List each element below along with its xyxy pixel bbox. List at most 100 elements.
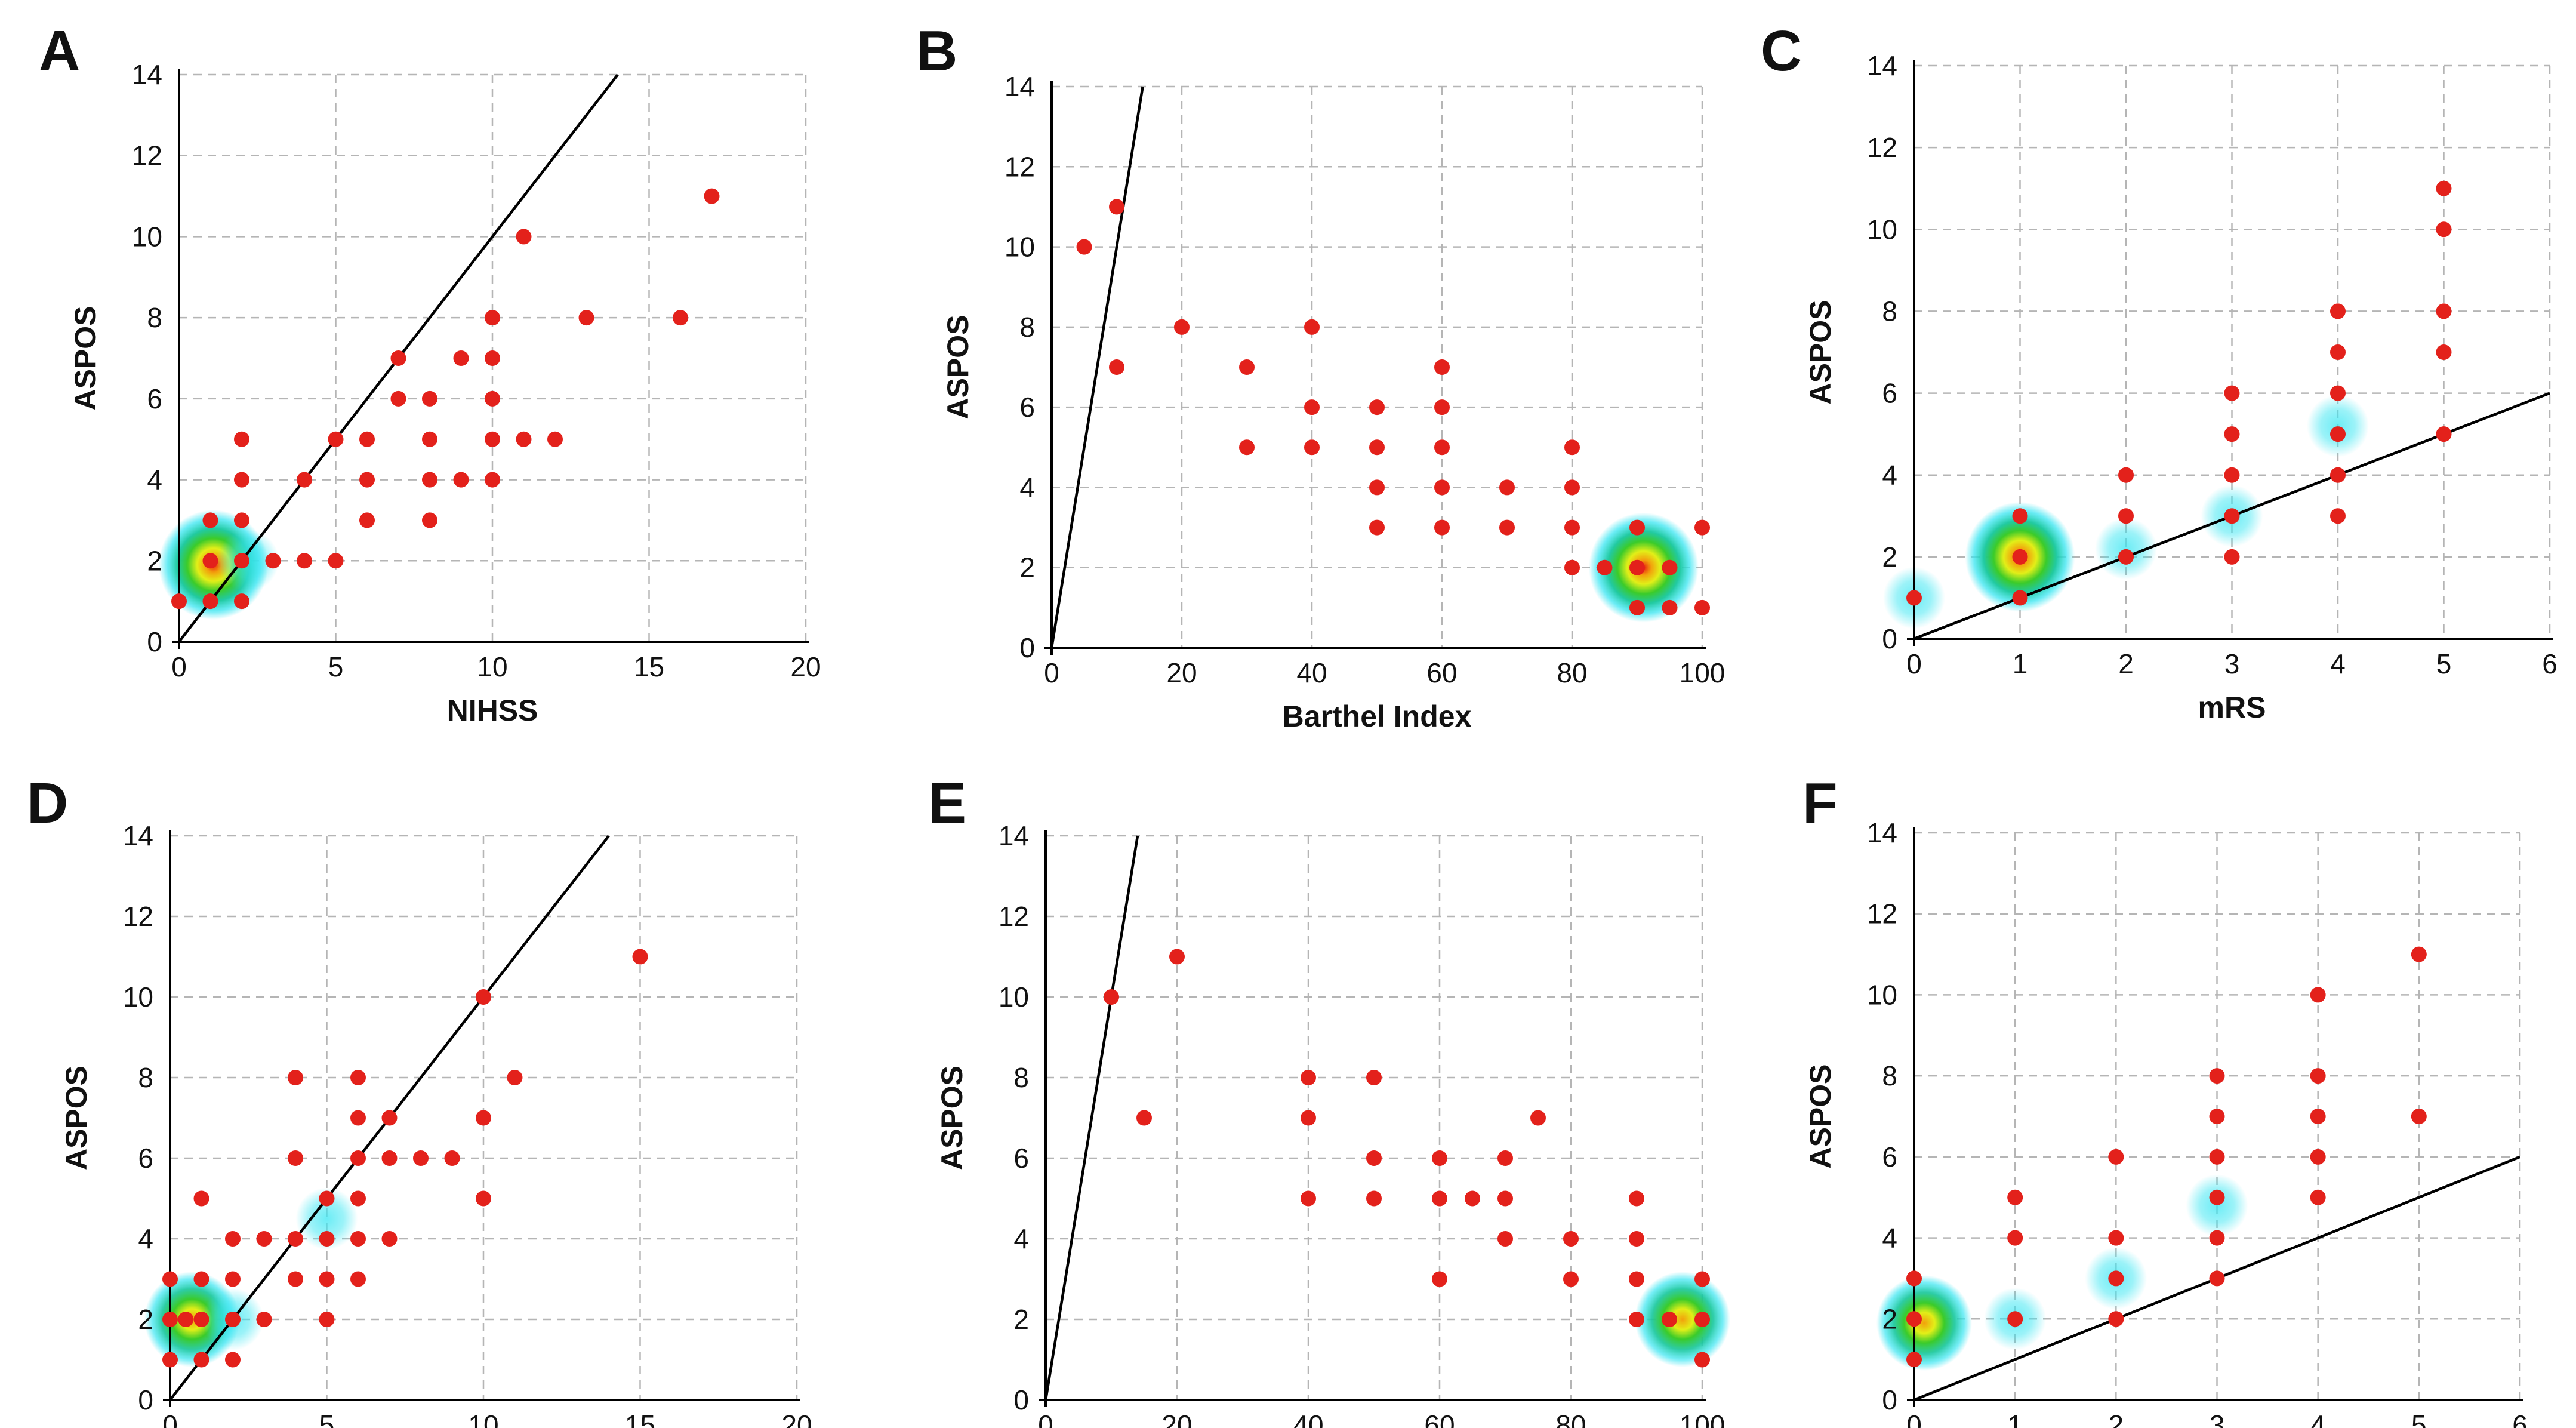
y-tick-label: 6 [1882, 1141, 1897, 1172]
scatter-point [2330, 426, 2346, 442]
y-tick-label: 14 [999, 820, 1029, 851]
x-tick-label: 0 [162, 1409, 178, 1428]
x-tick-label: 4 [2330, 648, 2346, 679]
y-tick-label: 14 [123, 820, 153, 851]
y-tick-label: 14 [1867, 817, 1897, 848]
x-tick-label: 15 [634, 651, 664, 682]
scatter-point [2310, 1068, 2326, 1084]
y-tick-label: 8 [138, 1062, 153, 1093]
scatter-point [485, 472, 500, 488]
density-cluster [2307, 395, 2369, 457]
y-tick-label: 10 [1867, 214, 1897, 245]
x-axis-title: Barthel Index [1283, 700, 1472, 733]
scatter-point [350, 1231, 366, 1247]
scatter-point [1076, 239, 1092, 255]
scatter-point [1497, 1150, 1513, 1166]
scatter-point [1564, 559, 1580, 575]
scatter-point [1434, 439, 1450, 456]
scatter-point [1530, 1110, 1546, 1126]
scatter-point [225, 1271, 241, 1287]
y-tick-label: 4 [147, 464, 162, 496]
scatter-point [350, 1190, 366, 1207]
scatter-point [193, 1190, 209, 1207]
x-tick-label: 20 [1166, 657, 1197, 688]
scatter-point [1109, 199, 1124, 215]
x-tick-label: 20 [790, 651, 821, 682]
scatter-point [2310, 1149, 2326, 1165]
scatter-point [1301, 1110, 1316, 1126]
scatter-point [178, 1312, 194, 1327]
y-tick-label: 0 [138, 1384, 153, 1415]
scatter-point [444, 1150, 460, 1166]
scatter-point [2330, 467, 2346, 483]
scatter-point [1629, 1190, 1644, 1207]
x-tick-label: 10 [468, 1409, 498, 1428]
y-tick-label: 8 [1019, 312, 1035, 343]
scatter-point [476, 1190, 491, 1207]
scatter-point [2436, 180, 2452, 196]
y-tick-label: 8 [147, 302, 162, 333]
y-tick-label: 12 [999, 901, 1029, 932]
y-tick-label: 12 [132, 140, 162, 171]
x-tick-label: 5 [2436, 648, 2452, 679]
scatter-point [422, 390, 437, 407]
scatter-point [485, 310, 500, 326]
scatter-point [288, 1271, 303, 1287]
scatter-point [485, 431, 500, 447]
scatter-point [2436, 303, 2452, 319]
scatter-point [578, 310, 594, 326]
scatter-point [381, 1110, 398, 1126]
scatter-point [359, 512, 375, 528]
x-tick-label: 0 [171, 651, 187, 682]
scatter-point [1662, 599, 1678, 615]
x-tick-label: 80 [1557, 657, 1587, 688]
chart-panel-b: 0 20 40 60 80 100 0 2 4 6 8 10 12 14 Barthel Index ASPO… [916, 19, 1725, 733]
y-tick-label: 12 [1867, 132, 1897, 163]
y-axis-title: ASPOS [1804, 1064, 1837, 1168]
y-tick-label: 14 [1004, 71, 1035, 102]
scatter-point [2012, 549, 2028, 565]
scatter-point [476, 1110, 491, 1126]
scatter-point [422, 472, 437, 488]
scatter-point [202, 553, 218, 569]
x-tick-label: 5 [2411, 1409, 2427, 1428]
scatter-point [1434, 519, 1450, 536]
scatter-point [2411, 1109, 2427, 1124]
scatter-point [2108, 1311, 2124, 1327]
x-tick-label: 40 [1293, 1409, 1323, 1428]
x-tick-label: 0 [1906, 648, 1922, 679]
scatter-point [2224, 508, 2240, 524]
scatter-point [1629, 519, 1645, 536]
scatter-point [413, 1150, 429, 1166]
scatter-point [319, 1312, 335, 1327]
scatter-point [234, 472, 249, 488]
scatter-point [422, 431, 437, 447]
scatter-point [2436, 426, 2452, 442]
x-tick-label: 40 [1296, 657, 1327, 688]
x-tick-label: 0 [1906, 1409, 1922, 1428]
scatter-point [2436, 221, 2452, 238]
scatter-point [1369, 479, 1385, 496]
scatter-point [1432, 1271, 1447, 1287]
scatter-point [162, 1352, 178, 1368]
scatter-point [1563, 1231, 1579, 1247]
scatter-point [1369, 439, 1385, 456]
scatter-point [225, 1352, 241, 1368]
scatter-point [350, 1271, 366, 1287]
scatter-point [1369, 519, 1385, 536]
scatter-point [704, 188, 720, 204]
scatter-point [2108, 1270, 2124, 1287]
scatter-point [1629, 1271, 1644, 1287]
scatter-point [1304, 319, 1320, 335]
scatter-point [1906, 590, 1922, 606]
scatter-point [1174, 319, 1190, 335]
scatter-point [1366, 1070, 1382, 1085]
scatter-point [2209, 1149, 2225, 1165]
scatter-point [2209, 1068, 2225, 1084]
scatter-point [1497, 1190, 1513, 1207]
scatter-point [1564, 479, 1580, 496]
scatter-point [1629, 559, 1645, 575]
x-tick-label: 0 [1038, 1409, 1053, 1428]
scatter-point [1629, 1312, 1644, 1327]
